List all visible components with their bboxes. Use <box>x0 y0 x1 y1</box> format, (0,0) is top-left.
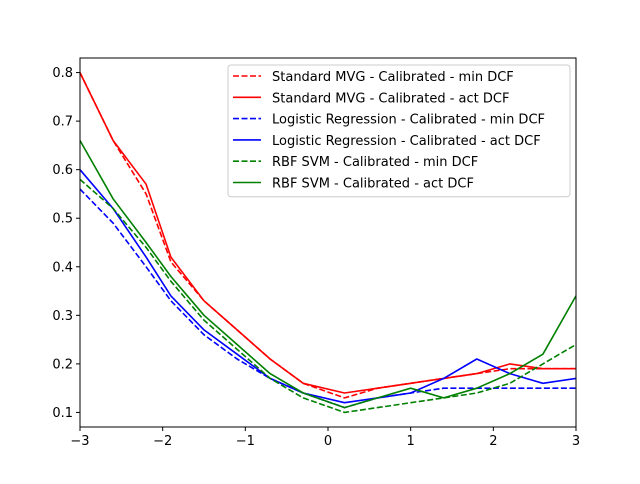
y-tick-label: 0.6 <box>52 163 73 178</box>
legend-label-3: Logistic Regression - Calibrated - min D… <box>272 113 545 128</box>
series-line-4 <box>79 169 577 404</box>
x-tick-label: 2 <box>489 434 497 449</box>
x-tick-label: 3 <box>572 434 580 449</box>
legend-label-2: Standard MVG - Calibrated - act DCF <box>272 91 509 106</box>
legend-label-6: RBF SVM - Calibrated - act DCF <box>272 177 474 192</box>
legend-label-4: Logistic Regression - Calibrated - act D… <box>272 134 541 149</box>
y-tick-label: 0.2 <box>52 357 73 372</box>
series-lines <box>79 72 577 414</box>
legend: Standard MVG - Calibrated - min DCF Stand… <box>227 64 571 198</box>
legend-label-1: Standard MVG - Calibrated - min DCF <box>272 70 514 85</box>
series-line-1 <box>79 72 576 399</box>
y-tick-label: 0.8 <box>52 66 73 81</box>
x-tick-label: −2 <box>153 434 172 449</box>
x-tick-label: 0 <box>324 434 332 449</box>
x-tick-label: 1 <box>407 434 415 449</box>
x-axis-ticks: −3 −2 −1 0 1 2 3 <box>70 427 580 449</box>
series-line-5 <box>79 178 577 414</box>
y-axis-ticks: 0.1 0.2 0.3 0.4 0.5 0.6 0.7 0.8 <box>52 66 80 421</box>
y-tick-label: 0.1 <box>52 406 73 421</box>
y-tick-label: 0.7 <box>52 115 73 130</box>
x-tick-label: −3 <box>70 434 89 449</box>
x-tick-label: −1 <box>236 434 255 449</box>
legend-box <box>227 64 571 198</box>
y-tick-label: 0.5 <box>52 212 73 227</box>
y-tick-label: 0.3 <box>52 309 73 324</box>
legend-label-5: RBF SVM - Calibrated - min DCF <box>272 155 478 170</box>
series-line-6 <box>79 140 577 409</box>
series-line-3 <box>79 188 576 409</box>
y-tick-label: 0.4 <box>52 260 73 275</box>
series-line-2 <box>79 72 576 394</box>
